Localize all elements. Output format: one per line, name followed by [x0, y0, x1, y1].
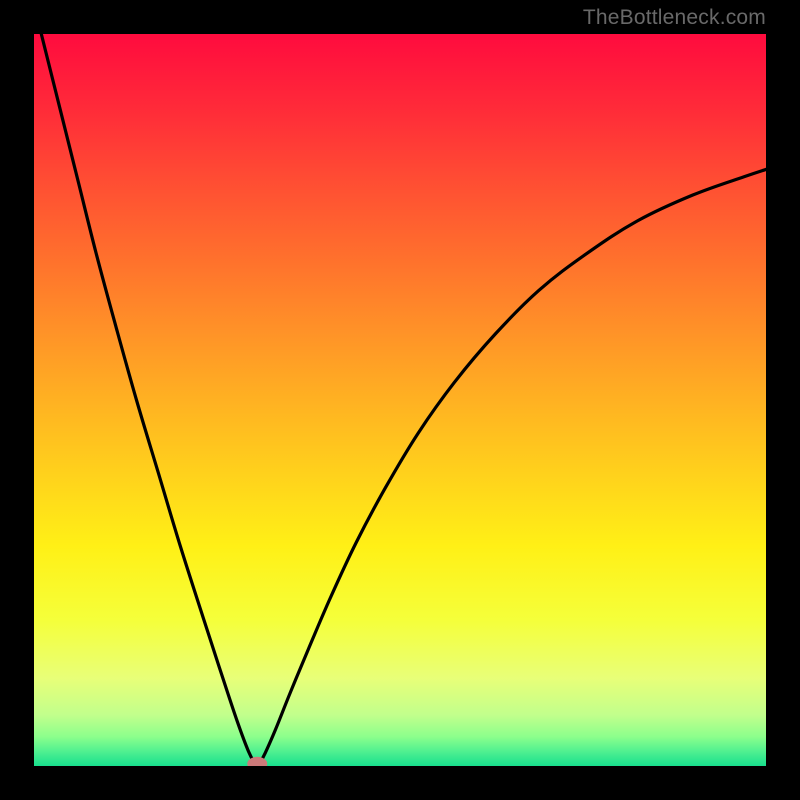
curve-layer [34, 34, 766, 766]
watermark-text: TheBottleneck.com [583, 6, 766, 30]
frame: TheBottleneck.com [0, 0, 800, 800]
plot-area [34, 34, 766, 766]
curve-right [259, 169, 766, 763]
curve-left [41, 34, 255, 764]
